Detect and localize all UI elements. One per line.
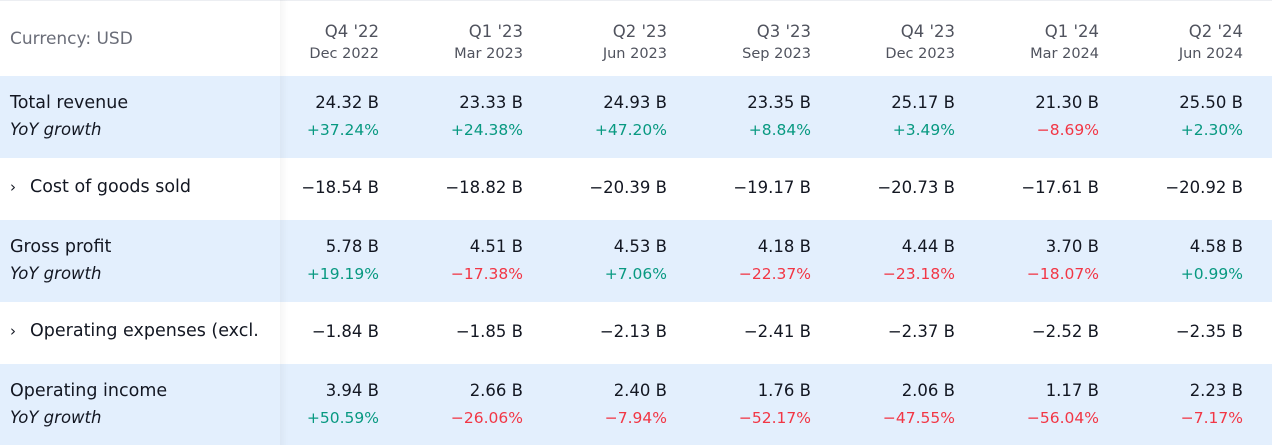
row-operating-income: Operating income YoY growth 3.94 B 2.66 B 2… [0,364,1272,445]
value-cell: −19.17 B [733,178,811,197]
value-cell: 23.33 B [459,93,523,112]
yoy-growth-cell: +0.99% [1180,265,1243,283]
currency-label: Currency: USD [10,29,133,49]
period-quarter: Q4 '23 [900,22,955,41]
value-cell: 24.32 B [315,93,379,112]
yoy-growth-cell: +2.30% [1180,121,1243,139]
yoy-growth-cell: −47.55% [882,409,955,427]
value-cell: −1.85 B [455,322,523,341]
value-cell: −2.41 B [743,322,811,341]
yoy-growth-cell: −8.69% [1036,121,1099,139]
value-cell: 4.44 B [901,237,955,256]
row-total-revenue: Total revenue YoY growth 24.32 B 23.33 B 24… [0,76,1272,158]
yoy-growth-cell: +47.20% [594,121,667,139]
value-cell: 1.17 B [1045,381,1099,400]
yoy-growth-cell: −7.17% [1180,409,1243,427]
period-quarter: Q2 '23 [612,22,667,41]
period-quarter: Q3 '23 [756,22,811,41]
period-date: Mar 2023 [454,46,523,62]
value-cell: 2.40 B [613,381,667,400]
value-cell: 25.50 B [1179,93,1243,112]
row-label[interactable]: › Operating expenses (excl. [10,321,259,341]
top-divider [0,0,1272,4]
yoy-growth-cell: −7.94% [604,409,667,427]
value-cell: −2.52 B [1031,322,1099,341]
value-cell: 24.93 B [603,93,667,112]
value-cell: 21.30 B [1035,93,1099,112]
value-cell: −18.82 B [445,178,523,197]
value-cell: −2.13 B [599,322,667,341]
period-date: Sep 2023 [742,46,811,62]
value-cell: −2.35 B [1175,322,1243,341]
value-cell: 25.17 B [891,93,955,112]
value-cell: 4.18 B [757,237,811,256]
period-quarter: Q2 '24 [1188,22,1243,41]
period-date: Jun 2023 [602,46,667,62]
row-gross-profit: Gross profit YoY growth 5.78 B 4.51 B 4.53 … [0,220,1272,302]
row-label: Total revenue [10,93,129,113]
value-cell: −20.92 B [1165,178,1243,197]
chevron-right-icon[interactable]: › [10,322,16,340]
yoy-growth-cell: +3.49% [892,121,955,139]
value-cell: 3.94 B [325,381,379,400]
value-cell: −2.37 B [887,322,955,341]
row-operating-expenses-excl[interactable]: › Operating expenses (excl. −1.84 B −1.85 B… [0,302,1272,364]
yoy-growth-cell: −22.37% [738,265,811,283]
period-date: Dec 2022 [309,46,379,62]
value-cell: 4.58 B [1189,237,1243,256]
row-label: Operating income [10,381,168,401]
value-cell: 1.76 B [757,381,811,400]
row-label[interactable]: › Cost of goods sold [10,177,191,197]
value-cell: −17.61 B [1021,178,1099,197]
value-cell: −20.39 B [589,178,667,197]
row-cost-of-goods-sold[interactable]: › Cost of goods sold −18.54 B −18.82 B −20.3… [0,158,1272,220]
yoy-growth-cell: +37.24% [306,121,379,139]
period-quarter: Q1 '24 [1044,22,1099,41]
yoy-label: YoY growth [10,264,102,283]
yoy-growth-cell: −23.18% [882,265,955,283]
value-cell: 4.51 B [469,237,523,256]
value-cell: −1.84 B [311,322,379,341]
value-cell: 3.70 B [1045,237,1099,256]
value-cell: 2.06 B [901,381,955,400]
yoy-growth-cell: +19.19% [306,265,379,283]
yoy-growth-cell: +8.84% [748,121,811,139]
yoy-growth-cell: −52.17% [738,409,811,427]
yoy-growth-cell: +24.38% [450,121,523,139]
chevron-right-icon[interactable]: › [10,178,16,196]
value-cell: 23.35 B [747,93,811,112]
row-label: Gross profit [10,237,112,257]
value-cell: −20.73 B [877,178,955,197]
yoy-growth-cell: −56.04% [1026,409,1099,427]
period-quarter: Q1 '23 [468,22,523,41]
yoy-growth-cell: −17.38% [450,265,523,283]
yoy-label: YoY growth [10,120,102,139]
yoy-label: YoY growth [10,408,102,427]
value-cell: 4.53 B [613,237,667,256]
row-label-text: Operating expenses (excl. [30,321,259,341]
row-label-text: Cost of goods sold [30,177,192,197]
yoy-growth-cell: +50.59% [306,409,379,427]
period-date: Mar 2024 [1030,46,1099,62]
value-cell: 2.66 B [469,381,523,400]
yoy-growth-cell: +7.06% [604,265,667,283]
period-date: Dec 2023 [885,46,955,62]
value-cell: 2.23 B [1189,381,1243,400]
period-date: Jun 2024 [1178,46,1243,62]
yoy-growth-cell: −26.06% [450,409,523,427]
value-cell: 5.78 B [325,237,379,256]
value-cell: −18.54 B [301,178,379,197]
period-quarter: Q4 '22 [324,22,379,41]
yoy-growth-cell: −18.07% [1026,265,1099,283]
header-row: Currency: USD Q4 '22 Dec 2022 Q1 '23 Mar 2… [0,0,1272,76]
